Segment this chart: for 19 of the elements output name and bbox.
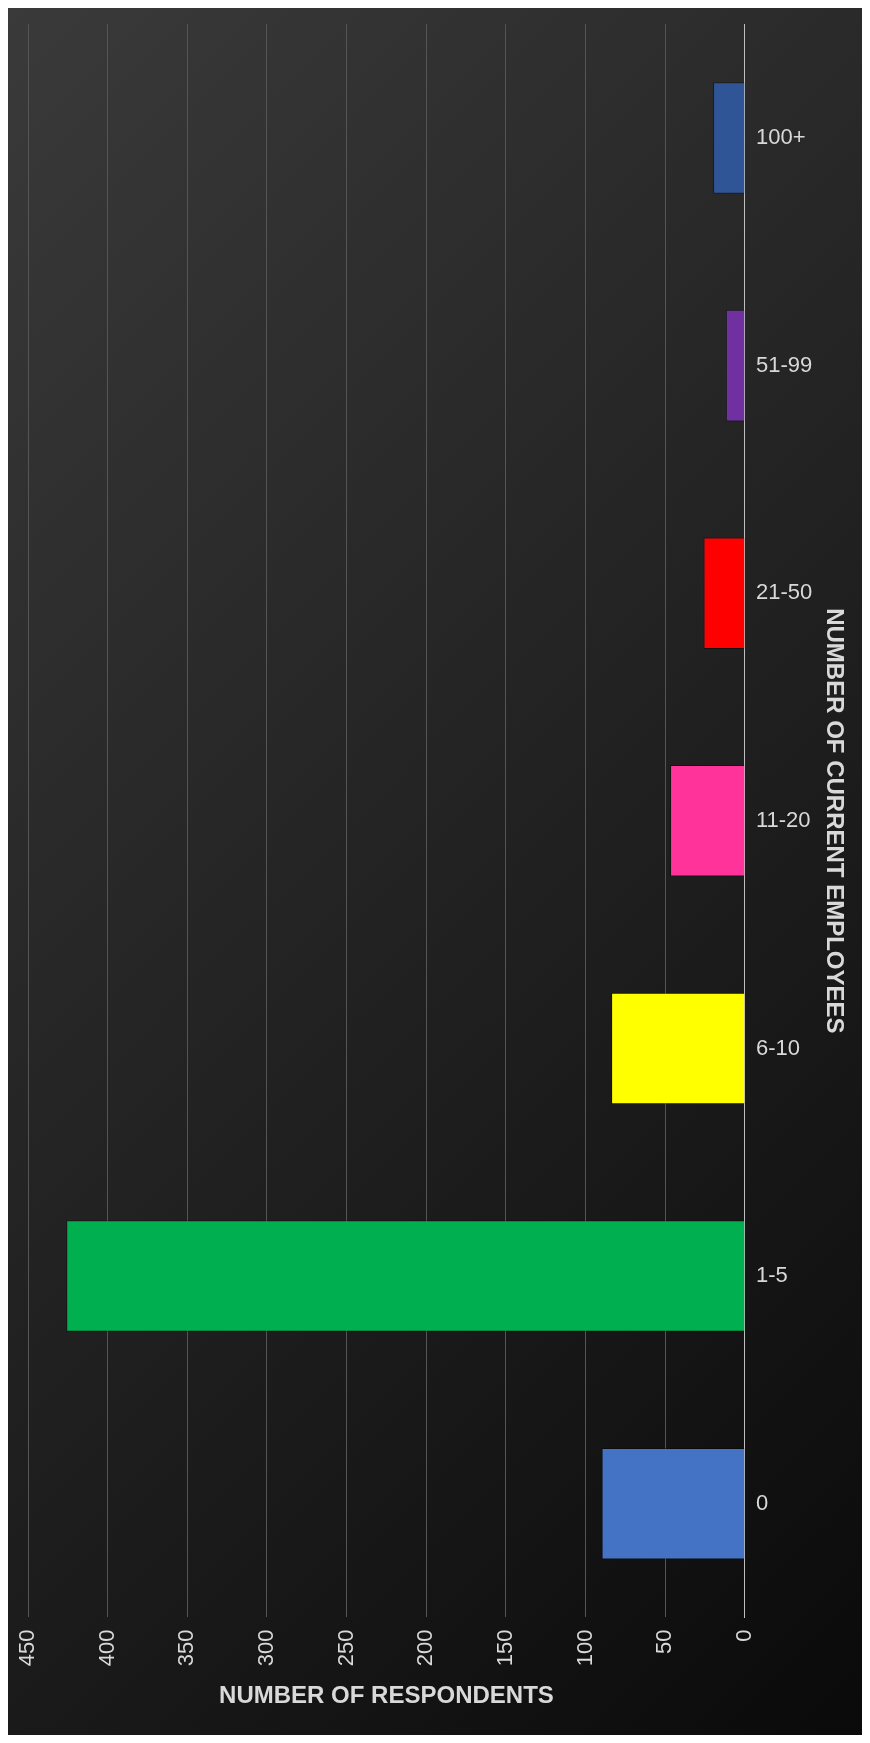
x-tick-label: 50 (651, 1629, 677, 1654)
x-tick-label: 350 (173, 1629, 199, 1667)
y-tick-label: 0 (755, 1489, 769, 1515)
y-tick-label: 1-5 (755, 1262, 788, 1288)
x-tick-label: 0 (730, 1629, 756, 1642)
x-tick-label: 100 (571, 1629, 597, 1667)
y-tick-label: 100+ (755, 124, 806, 150)
x-tick-label: 200 (412, 1629, 438, 1667)
y-axis-title: NUMBER OF CURRENT EMPLOYEES (821, 608, 849, 1034)
x-tick-label: 450 (14, 1629, 40, 1667)
x-tick-label: 300 (253, 1629, 279, 1667)
y-tick-label: 11-20 (755, 806, 811, 832)
x-tick-label: 400 (93, 1629, 119, 1667)
y-tick-label: 21-50 (755, 579, 813, 605)
x-tick-label: 150 (492, 1629, 518, 1667)
x-axis-title: NUMBER OF RESPONDENTS (219, 1681, 554, 1709)
y-tick-label: 51-99 (755, 351, 813, 377)
y-tick-label: 6-10 (755, 1034, 800, 1060)
x-tick-label: 250 (332, 1629, 358, 1667)
